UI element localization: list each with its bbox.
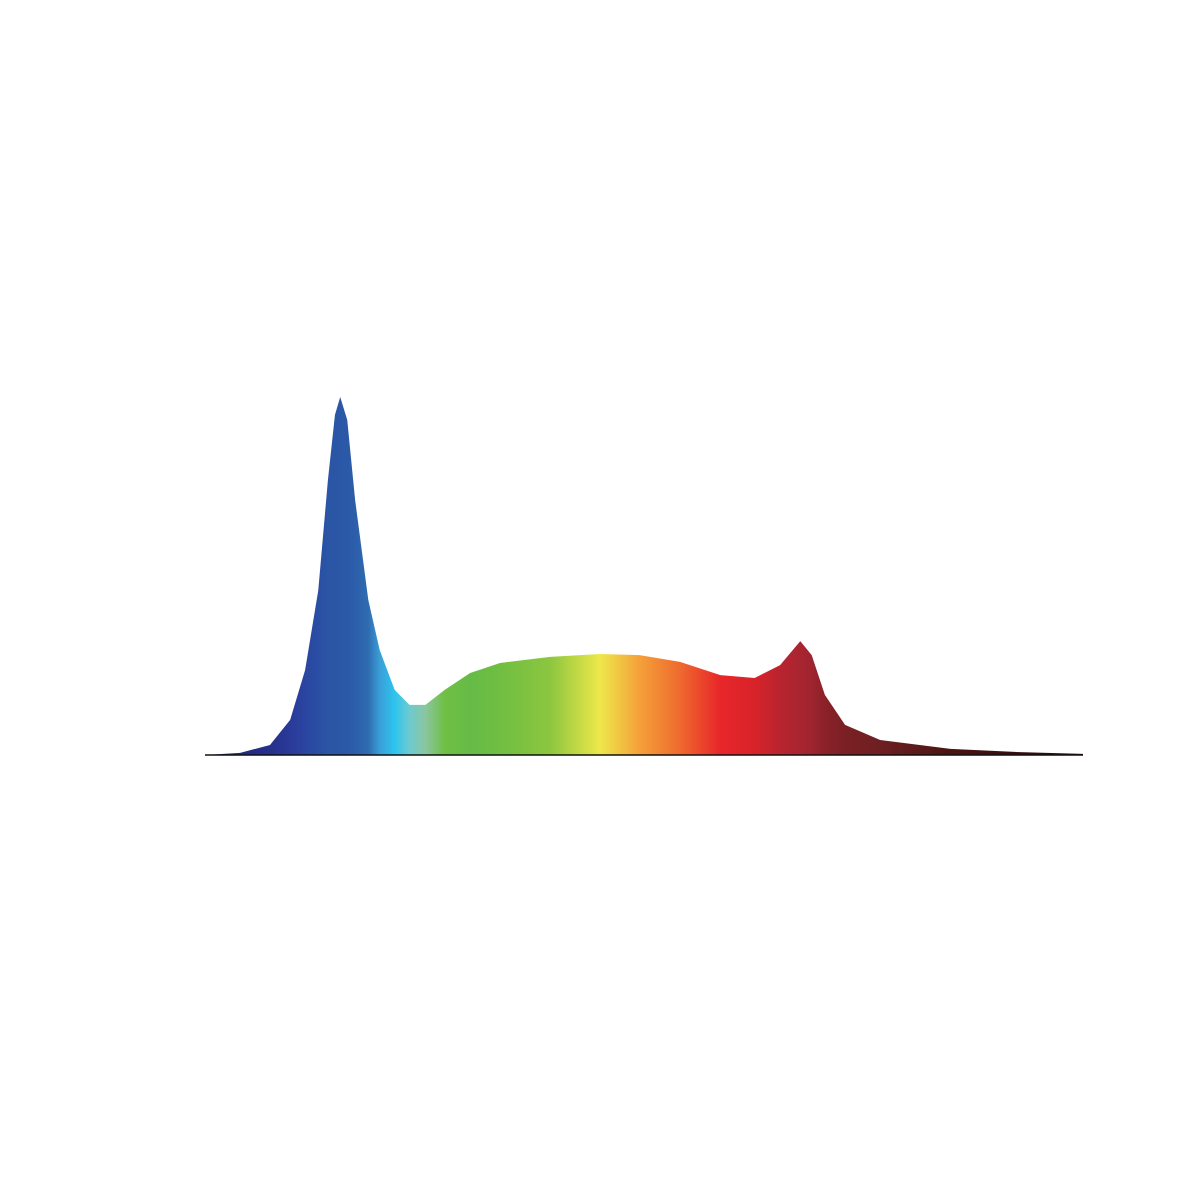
spectrum-area xyxy=(205,397,1083,755)
